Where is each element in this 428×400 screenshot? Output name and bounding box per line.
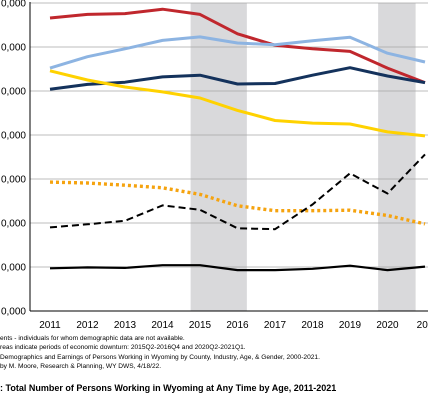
y-tick-label: 0,000 [1,43,26,54]
x-tick-label: 2015 [189,320,212,330]
note-line-2: reas indicate periods of economic downtu… [0,344,246,352]
x-tick-label: 2016 [226,320,249,330]
x-tick-label: 2011 [39,320,61,330]
series-line-5 [49,180,426,226]
x-tick-label: 2017 [264,320,287,330]
y-tick-label: 0,000 [1,219,26,230]
y-tick-label: 0,000 [1,307,26,318]
series-line-2 [49,35,426,70]
series-line-4 [49,69,426,138]
downturn-shade-2 [378,3,416,311]
y-tick-label: 0,000 [1,0,26,10]
x-tick-label: 2020 [376,320,399,330]
figure-caption: : Total Number of Persons Working in Wyo… [0,383,337,393]
note-line-1: ents - individuals for whom demographic … [0,335,185,342]
chart-notes: ents - individuals for whom demographic … [0,334,428,372]
x-tick-label: 2019 [339,320,362,330]
x-tick-label: 2018 [301,320,324,330]
note-line-4: by M. Moore, Research & Planning, WY DWS… [0,363,162,371]
note-line-3: Demographics and Earnings of Persons Wor… [0,353,320,361]
downturn-shade-1 [190,3,247,311]
x-tick-label: 2012 [76,320,99,330]
x-tick-label: 202 [417,320,428,330]
series-line-1 [49,7,426,84]
x-tick-label: 2013 [114,320,137,330]
x-tick-label: 2014 [151,320,174,330]
y-tick-label: 0,000 [1,175,26,186]
series-line-7 [49,264,426,272]
series-line-3 [49,66,426,91]
y-tick-label: 0,000 [1,263,26,274]
y-tick-label: 0,000 [1,87,26,98]
line-chart: 0,000 0,000 0,000 0,000 0,000 0,000 0,000 0,000… [1,0,428,330]
y-tick-label: 0,000 [1,131,26,142]
